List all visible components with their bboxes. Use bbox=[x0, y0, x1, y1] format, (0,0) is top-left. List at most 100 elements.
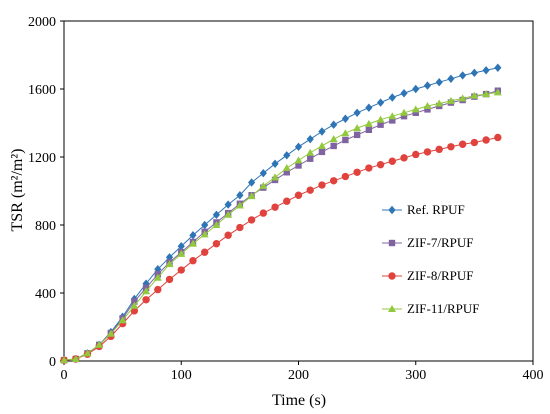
data-point bbox=[342, 136, 349, 144]
data-point bbox=[294, 191, 303, 199]
x-axis-title: Time (s) bbox=[272, 392, 326, 409]
data-point bbox=[283, 169, 290, 176]
data-point bbox=[365, 103, 373, 112]
data-point bbox=[95, 340, 104, 348]
data-point bbox=[212, 240, 221, 248]
data-point bbox=[71, 354, 80, 362]
data-point bbox=[271, 203, 279, 211]
data-point bbox=[412, 150, 420, 159]
data-point bbox=[388, 93, 396, 102]
data-point bbox=[60, 356, 68, 364]
x-tick-label: 100 bbox=[171, 368, 192, 383]
data-point bbox=[400, 113, 408, 120]
data-point bbox=[412, 84, 420, 94]
y-tick-label: 0 bbox=[49, 355, 56, 370]
data-point bbox=[318, 148, 326, 156]
data-point bbox=[306, 148, 315, 156]
data-point bbox=[341, 114, 349, 123]
data-point bbox=[494, 63, 502, 72]
data-point bbox=[259, 181, 268, 189]
legend-label: ZIF-11/RPUF bbox=[407, 301, 479, 316]
legend-label: Ref. RPUF bbox=[407, 202, 465, 217]
data-point bbox=[271, 159, 279, 168]
data-point bbox=[131, 298, 138, 305]
data-point bbox=[435, 145, 443, 154]
data-point bbox=[447, 74, 455, 83]
data-point bbox=[318, 181, 326, 189]
data-point bbox=[154, 285, 162, 294]
data-point bbox=[400, 108, 409, 116]
data-point bbox=[423, 81, 432, 90]
data-point bbox=[470, 68, 478, 78]
data-point bbox=[224, 231, 232, 239]
data-point bbox=[400, 89, 408, 98]
data-point bbox=[142, 296, 150, 304]
data-point bbox=[389, 117, 396, 124]
data-point bbox=[200, 230, 209, 238]
legend-item: ZIF-11/RPUF bbox=[382, 301, 479, 316]
data-point bbox=[295, 162, 302, 169]
data-point bbox=[317, 141, 326, 149]
y-axis-title: TSR (m²/m²) bbox=[9, 149, 26, 232]
data-point bbox=[353, 124, 362, 132]
data-point bbox=[388, 157, 396, 165]
data-point bbox=[376, 98, 385, 107]
data-point bbox=[259, 209, 268, 217]
data-point bbox=[306, 134, 314, 144]
data-point bbox=[165, 275, 174, 284]
data-point bbox=[493, 88, 502, 96]
data-point bbox=[235, 201, 244, 209]
data-point bbox=[165, 260, 174, 268]
data-point bbox=[376, 160, 385, 169]
y-tick-label: 2000 bbox=[28, 15, 56, 30]
series-line bbox=[63, 91, 498, 361]
data-point bbox=[283, 197, 291, 205]
data-point bbox=[364, 119, 373, 127]
data-point bbox=[201, 248, 209, 256]
legend-item: ZIF-7/RPUF bbox=[382, 235, 473, 250]
y-tick-label: 800 bbox=[35, 219, 56, 234]
x-tick-label: 300 bbox=[405, 368, 426, 383]
data-point bbox=[106, 329, 115, 337]
data-point bbox=[329, 177, 338, 185]
data-point bbox=[118, 316, 127, 324]
series-zif-8-rpuf bbox=[60, 133, 502, 364]
data-point bbox=[329, 135, 338, 143]
data-point bbox=[494, 133, 502, 142]
data-point bbox=[201, 220, 209, 230]
data-point bbox=[447, 143, 455, 151]
data-point bbox=[247, 216, 256, 224]
series-zif-7-rpuf bbox=[60, 87, 502, 364]
data-point bbox=[446, 96, 455, 104]
legend-marker bbox=[388, 305, 396, 312]
data-point bbox=[142, 287, 151, 295]
data-point bbox=[188, 239, 197, 247]
data-point bbox=[365, 164, 373, 172]
data-point bbox=[330, 120, 338, 129]
data-point bbox=[400, 154, 408, 162]
x-tick-label: 0 bbox=[61, 368, 68, 383]
data-point bbox=[353, 131, 361, 139]
data-point bbox=[412, 109, 419, 116]
data-point bbox=[271, 173, 280, 181]
y-tick-label: 1200 bbox=[28, 151, 56, 166]
legend-marker bbox=[388, 205, 396, 215]
data-point bbox=[259, 168, 267, 178]
data-point bbox=[189, 257, 197, 265]
data-point bbox=[177, 266, 185, 274]
data-point bbox=[294, 156, 303, 164]
data-point bbox=[459, 71, 467, 80]
data-point bbox=[458, 140, 467, 148]
data-point bbox=[470, 91, 479, 99]
legend-marker bbox=[388, 272, 396, 280]
x-tick-label: 400 bbox=[523, 368, 544, 383]
axes: 0 100 200 300 400 0 400 800 1200 1600 2000 bbox=[28, 15, 544, 383]
data-point bbox=[470, 138, 479, 147]
data-point bbox=[330, 142, 337, 150]
data-point bbox=[377, 121, 384, 128]
data-point bbox=[482, 136, 490, 144]
data-point bbox=[236, 223, 244, 232]
data-point bbox=[353, 168, 361, 176]
data-point bbox=[423, 148, 432, 156]
data-point bbox=[236, 191, 244, 200]
